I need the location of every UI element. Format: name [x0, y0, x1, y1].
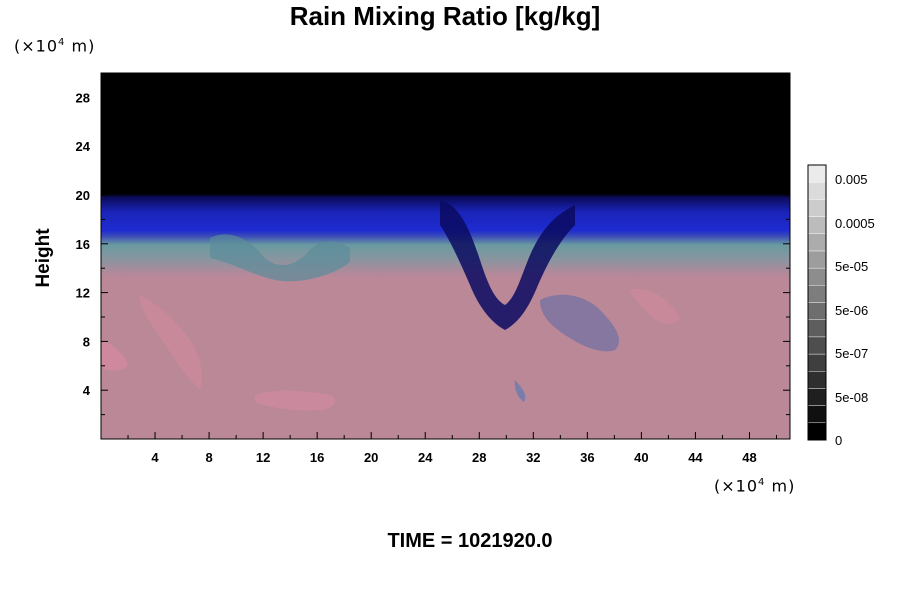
x-tick-label: 24	[418, 450, 433, 465]
x-tick-label: 32	[526, 450, 540, 465]
eddy-left	[210, 234, 350, 282]
x-tick-label: 40	[634, 450, 648, 465]
colorbar-swatch	[807, 199, 827, 217]
streak-small	[514, 380, 526, 402]
y-tick-label: 4	[83, 383, 91, 398]
colorbar-swatch	[807, 371, 827, 389]
x-tick-label: 20	[364, 450, 378, 465]
colorbar-swatch	[807, 405, 827, 424]
y-tick-label: 28	[76, 90, 90, 105]
y-tick-label: 8	[83, 334, 90, 349]
x-axis: 4 8 12 16 20 24 28 32 36 40 44 48	[127, 73, 777, 465]
y-axis-unit: (×104 m)	[14, 36, 96, 56]
colorbar-swatch	[807, 285, 827, 303]
plot-area	[101, 73, 790, 439]
colorbar-swatch	[807, 388, 827, 406]
y-axis: 4 8 12 16 20 24 28	[76, 72, 790, 416]
colorbar-swatch	[807, 302, 827, 320]
x-tick-label: 12	[256, 450, 270, 465]
colorbar-label: 5e-07	[835, 346, 868, 361]
colorbar-swatch	[807, 250, 827, 269]
colorbar-label: 5e-05	[835, 259, 868, 274]
x-tick-label: 48	[742, 450, 756, 465]
colorbar-swatch	[807, 336, 827, 355]
colorbar-label: 0	[835, 433, 842, 448]
colorbar-label: 0.0005	[835, 216, 875, 231]
plume-dark	[440, 200, 575, 330]
x-tick-label: 36	[580, 450, 594, 465]
x-tick-label: 44	[688, 450, 703, 465]
x-tick-label: 8	[205, 450, 212, 465]
colorbar-swatch	[807, 181, 827, 200]
y-tick-label: 16	[76, 237, 90, 252]
x-axis-unit: (×104 m)	[714, 476, 796, 496]
streak-left	[140, 295, 202, 390]
chart-title: Rain Mixing Ratio [kg/kg]	[289, 1, 601, 31]
plot-frame	[100, 72, 791, 440]
x-tick-label: 28	[472, 450, 486, 465]
colorbar-swatch	[807, 233, 827, 252]
y-tick-label: 20	[76, 188, 90, 203]
y-tick-label: 12	[76, 286, 90, 301]
eddy-right	[540, 294, 620, 352]
colorbar-swatch	[807, 353, 827, 372]
colorbar-swatch	[807, 164, 827, 183]
y-tick-label: 24	[76, 139, 91, 154]
colorbar-swatch	[807, 267, 827, 286]
colorbar-label: 5e-06	[835, 303, 868, 318]
patch-edge	[101, 340, 128, 371]
colorbar-swatch	[807, 216, 827, 234]
colorbar-label: 5e-08	[835, 390, 868, 405]
colorbar-swatch	[807, 319, 827, 338]
field-background	[101, 73, 790, 439]
colorbar: 0 5e-08 5e-07 5e-06 5e-05 0.0005 0.005	[807, 164, 875, 448]
colorbar-frame	[807, 164, 827, 441]
x-tick-label: 16	[310, 450, 324, 465]
time-label: TIME = 1021920.0	[387, 530, 553, 552]
patch-low	[255, 390, 336, 411]
x-tick-label: 4	[151, 450, 159, 465]
colorbar-swatch	[807, 422, 827, 441]
colorbar-label: 0.005	[835, 172, 868, 187]
patch-right	[630, 289, 680, 324]
